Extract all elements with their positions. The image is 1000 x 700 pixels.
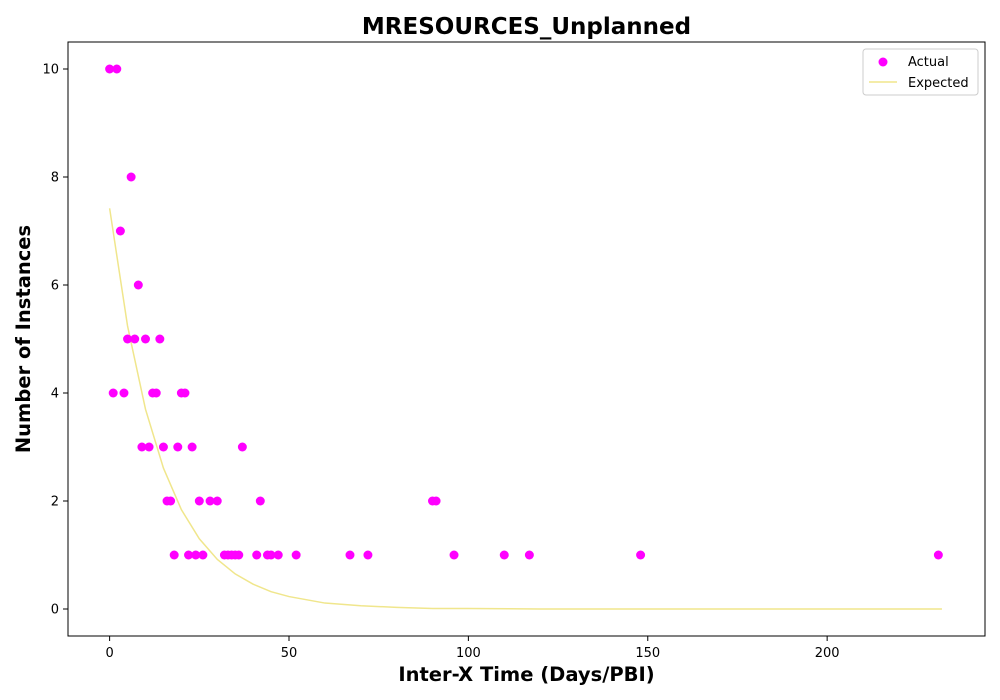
data-point xyxy=(291,550,301,560)
expected-line xyxy=(108,208,942,610)
data-point xyxy=(166,496,176,506)
data-point xyxy=(155,334,165,344)
data-point xyxy=(449,550,459,560)
data-point xyxy=(169,550,179,560)
legend: Actual Expected xyxy=(862,48,979,96)
data-point xyxy=(108,388,118,398)
chart-title: MRESOURCES_Unplanned xyxy=(362,14,691,40)
data-point xyxy=(130,334,140,344)
y-tick-label: 2 xyxy=(51,495,59,510)
data-point xyxy=(126,172,136,182)
data-point xyxy=(173,442,183,452)
data-point xyxy=(345,550,355,560)
y-tick-label: 4 xyxy=(51,387,59,402)
data-point xyxy=(431,496,441,506)
y-tick-label: 0 xyxy=(51,603,59,618)
data-point xyxy=(144,442,154,452)
y-tick-label: 8 xyxy=(51,171,59,186)
data-point xyxy=(151,388,161,398)
legend-label-actual: Actual xyxy=(908,55,949,70)
data-point xyxy=(140,334,150,344)
y-tick-label: 10 xyxy=(42,63,59,78)
plot-frame xyxy=(67,41,986,637)
data-point xyxy=(524,550,534,560)
data-point xyxy=(194,496,204,506)
data-point xyxy=(105,64,115,74)
data-point xyxy=(187,442,197,452)
data-point xyxy=(184,550,194,560)
x-tick-label: 50 xyxy=(281,646,298,661)
y-axis-label: Number of Instances xyxy=(12,225,35,453)
data-point xyxy=(198,550,208,560)
data-point xyxy=(137,442,147,452)
data-point xyxy=(115,226,125,236)
data-point xyxy=(123,334,133,344)
data-point xyxy=(180,388,190,398)
x-tick-label: 200 xyxy=(815,646,840,661)
x-axis-label: Inter-X Time (Days/PBI) xyxy=(398,663,654,686)
data-point xyxy=(255,496,265,506)
x-tick-label: 150 xyxy=(635,646,660,661)
data-point xyxy=(266,550,276,560)
legend-label-expected: Expected xyxy=(908,76,969,91)
data-point xyxy=(234,550,244,560)
data-point xyxy=(119,388,129,398)
data-point xyxy=(191,550,201,560)
data-point xyxy=(499,550,509,560)
data-point xyxy=(636,550,646,560)
x-tick-label: 100 xyxy=(456,646,481,661)
data-point xyxy=(158,442,168,452)
data-point xyxy=(205,496,215,506)
legend-marker-actual xyxy=(878,57,888,67)
y-tick-label: 6 xyxy=(51,279,59,294)
data-point xyxy=(363,550,373,560)
plot-area xyxy=(105,64,943,610)
data-point xyxy=(273,550,283,560)
data-point xyxy=(133,280,143,290)
data-point xyxy=(212,496,222,506)
x-axis-ticks: 0 50 100 150 200 xyxy=(105,636,840,661)
data-point xyxy=(112,64,122,74)
data-point xyxy=(252,550,262,560)
x-tick-label: 0 xyxy=(105,646,113,661)
legend-box xyxy=(862,48,979,96)
data-point xyxy=(933,550,943,560)
data-point xyxy=(237,442,247,452)
y-axis-ticks: 0 2 4 6 8 10 xyxy=(42,63,68,618)
